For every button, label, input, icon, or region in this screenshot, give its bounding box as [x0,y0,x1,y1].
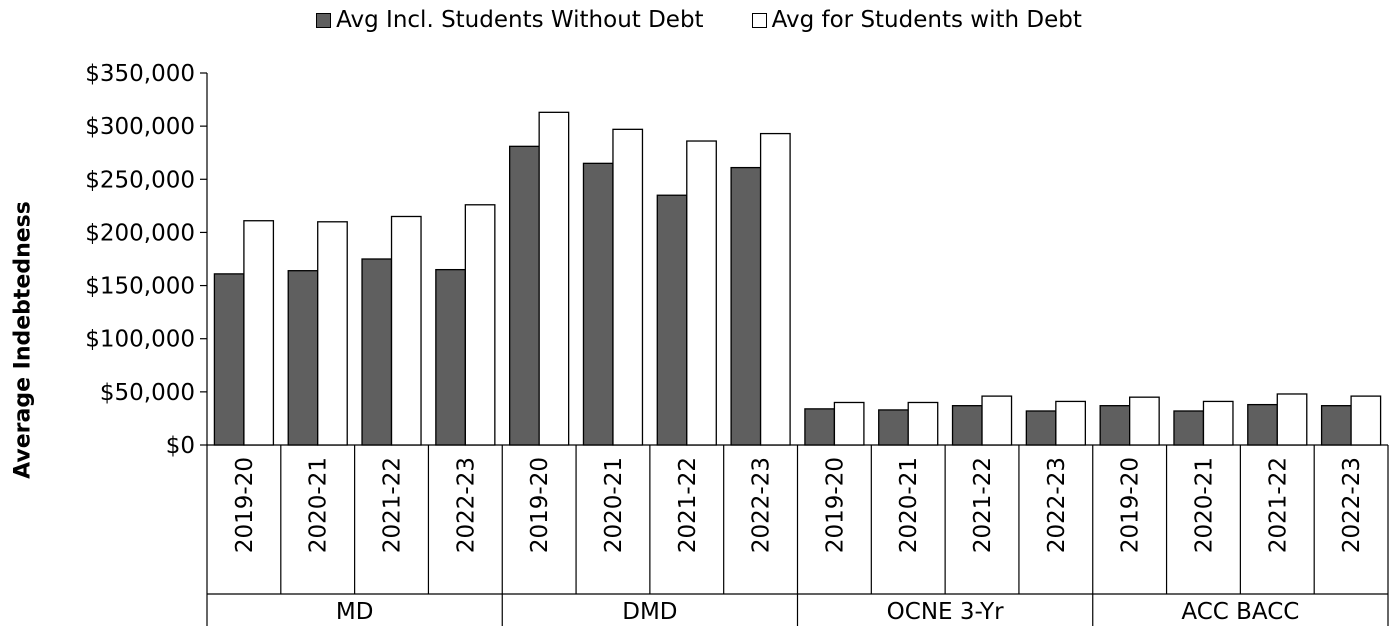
y-tick-label: $0 [166,433,195,459]
y-tick-label: $200,000 [85,220,195,246]
bar-without-debt [361,258,393,446]
bar-with-debt [1129,396,1160,446]
bar-with-debt [1350,395,1382,446]
bar-with-debt [390,215,422,446]
bar-with-debt [833,401,865,446]
x-category-label: 2020-21 [601,457,627,553]
legend-item-without-debt: Avg Incl. Students Without Debt [316,7,704,33]
bar-with-debt [243,220,275,446]
x-category-label: 2022-23 [749,457,775,553]
x-category-label: 2022-23 [453,457,479,553]
legend-item-with-debt: Avg for Students with Debt [751,7,1082,33]
x-group-label: DMD [622,599,677,625]
bar-with-debt [981,395,1013,446]
bar-with-debt [1055,400,1086,446]
x-category-label: 2019-20 [822,457,848,553]
y-tick-label: $100,000 [85,327,195,353]
x-group-label: ACC BACC [1181,599,1299,625]
bar-without-debt [582,162,614,446]
chart-legend: Avg Incl. Students Without Debt Avg for … [0,4,1398,36]
bar-without-debt [1025,410,1057,446]
y-tick-label: $300,000 [85,114,195,140]
bar-without-debt [1247,403,1278,446]
bar-without-debt [656,194,688,446]
bar-with-debt [538,111,570,446]
x-category-label: 2020-21 [1191,457,1217,553]
bar-without-debt [730,166,762,446]
bar-without-debt [951,405,983,446]
legend-swatch-with-debt [751,12,767,28]
x-category-label: 2019-20 [527,457,553,553]
bar-with-debt [686,140,717,446]
x-group-label: MD [336,599,374,625]
bar-without-debt [435,268,466,446]
x-category-label: 2021-22 [1265,457,1291,553]
y-tick-label: $350,000 [85,61,195,87]
bar-without-debt [1173,410,1205,446]
x-category-label: 2020-21 [306,457,332,553]
x-category-label: 2022-23 [1044,457,1070,553]
bar-with-debt [907,401,939,446]
legend-label-with-debt: Avg for Students with Debt [771,7,1082,33]
bar-without-debt [509,145,540,446]
legend-swatch-without-debt [316,12,332,28]
x-category-label: 2021-22 [970,457,996,553]
bar-without-debt [213,273,245,446]
y-tick-label: $250,000 [85,167,195,193]
x-category-label: 2019-20 [232,457,258,553]
legend-label-without-debt: Avg Incl. Students Without Debt [336,7,704,33]
x-category-label: 2022-23 [1339,457,1365,553]
bar-without-debt [878,409,909,446]
bar-with-debt [1276,393,1308,446]
bar-with-debt [317,221,348,446]
bar-without-debt [1099,405,1131,446]
y-tick-label: $150,000 [85,274,195,300]
bar-without-debt [1320,405,1352,446]
x-category-label: 2020-21 [896,457,922,553]
x-category-label: 2021-22 [675,457,701,553]
x-group-label: OCNE 3-Yr [887,599,1004,625]
bar-without-debt [804,408,836,446]
x-category-label: 2019-20 [1118,457,1144,553]
x-category-label: 2021-22 [380,457,406,553]
bar-without-debt [287,270,319,446]
bar-with-debt [464,204,496,446]
bar-with-debt [1202,400,1234,446]
bar-with-debt [612,128,644,446]
bar-with-debt [759,132,791,446]
y-tick-label: $50,000 [100,380,195,406]
